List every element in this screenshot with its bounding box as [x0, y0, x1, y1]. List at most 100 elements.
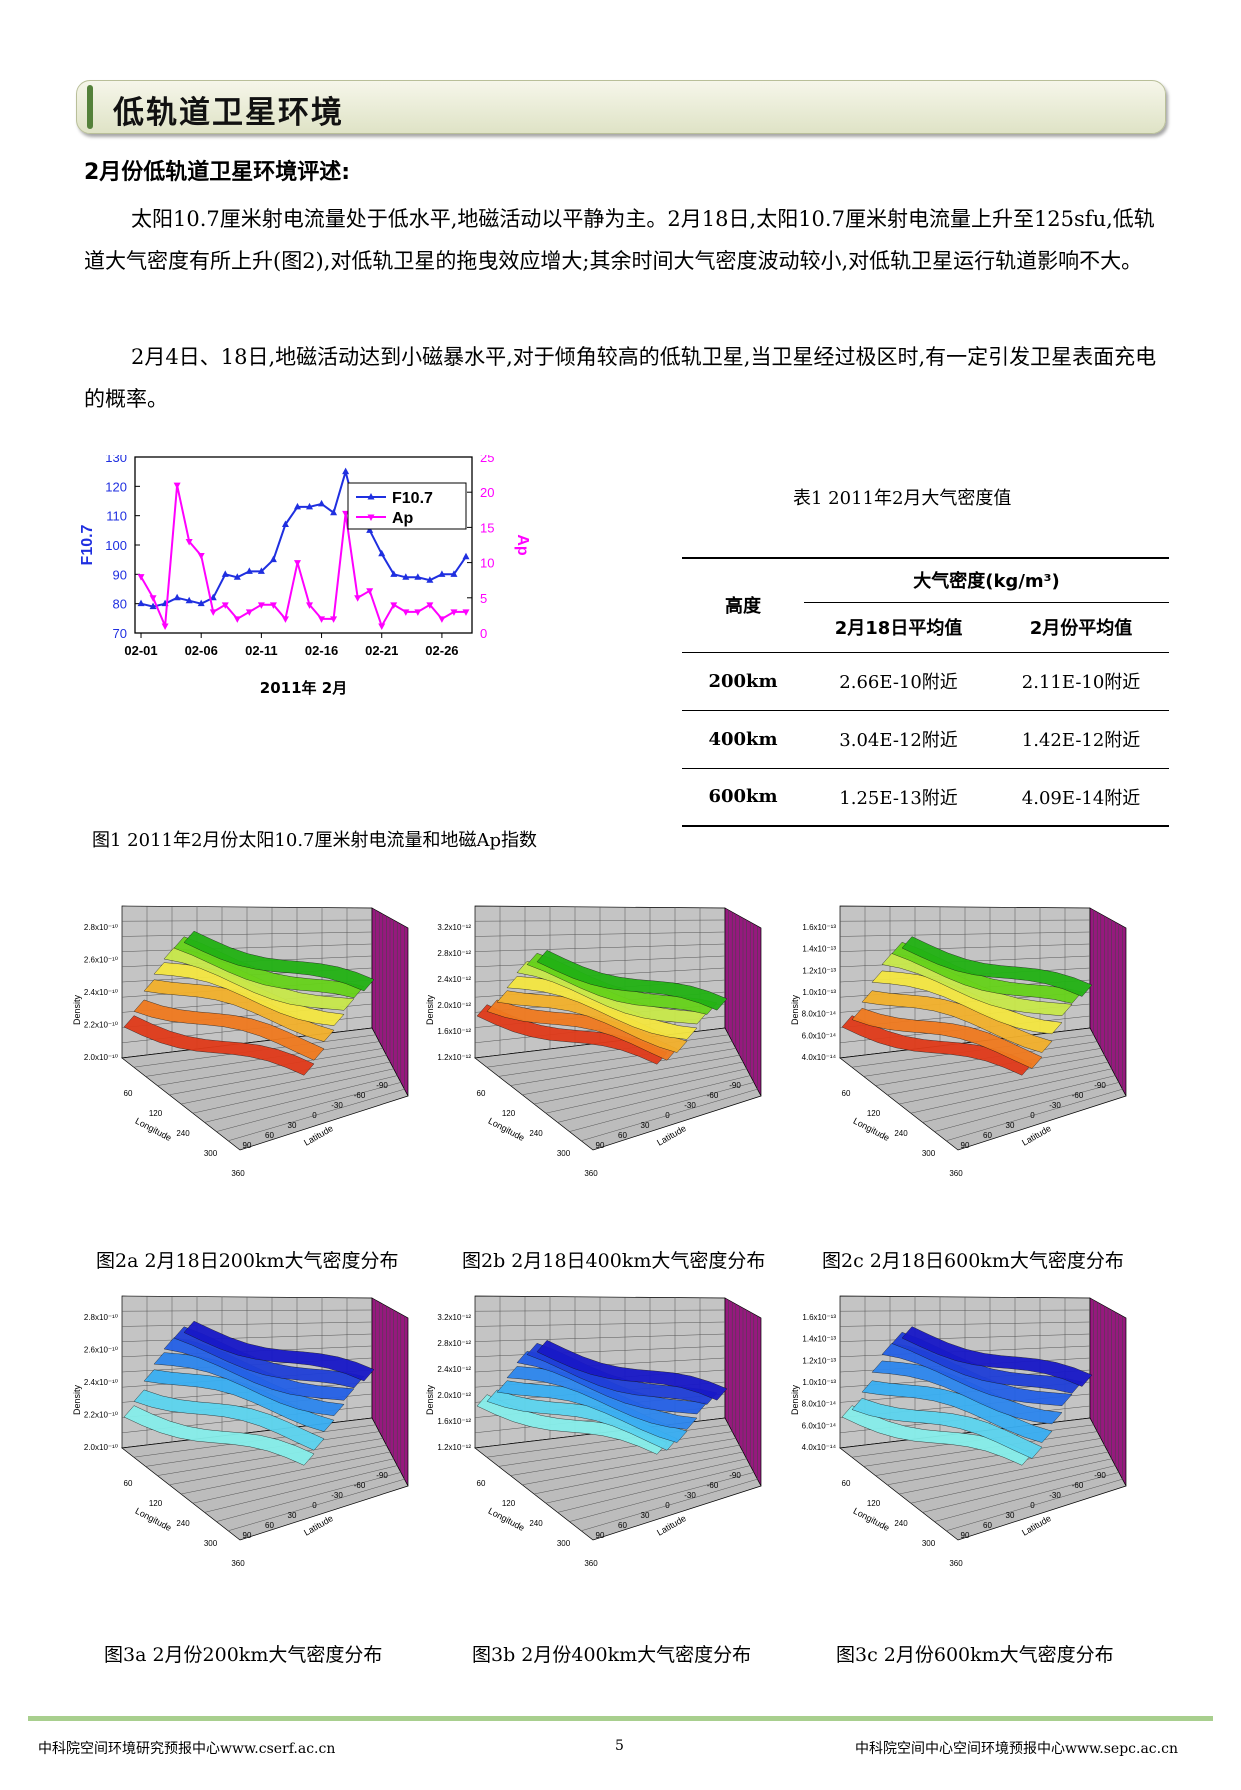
surface-band [536, 950, 728, 1011]
density-tick-label: 2.4x10⁻¹² [437, 1365, 471, 1374]
grid-line [946, 1478, 1123, 1532]
data-point-ap [402, 609, 410, 616]
right-axis-label: Ap [514, 534, 531, 556]
data-point-ap [462, 609, 470, 616]
density-tick-label: 1.4x10⁻¹³ [802, 1335, 836, 1344]
grid-line [498, 1041, 733, 1077]
x-tick-label: 02-16 [305, 643, 338, 658]
data-point-ap [221, 602, 229, 609]
surface-band [861, 1380, 1053, 1443]
density-tick-label: 4.0x10⁻¹⁴ [802, 1053, 837, 1062]
grid-line [204, 1465, 398, 1513]
grid-line [581, 1088, 758, 1142]
header-col-feb: 2月份平均值 [1029, 618, 1133, 639]
grid-line [180, 1451, 391, 1495]
latitude-tick-label: -30 [331, 1101, 343, 1110]
surface-band [486, 999, 678, 1061]
data-point-ap [378, 623, 386, 630]
data-point-ap [197, 553, 205, 560]
data-point-f107 [378, 549, 386, 557]
grid-line [545, 1068, 747, 1114]
data-point-f107 [233, 573, 241, 580]
data-point-f107 [209, 593, 217, 601]
longitude-tick-label: 300 [557, 1539, 571, 1548]
latitude-tick-label: -30 [1049, 1491, 1061, 1500]
surface-band [841, 1015, 1033, 1076]
grid-line [228, 1088, 405, 1142]
grid-line [569, 1472, 754, 1522]
header-col-feb18: 2月18日平均值 [834, 618, 963, 639]
data-point-f107 [426, 576, 434, 583]
data-point-f107 [197, 599, 205, 607]
longitude-axis-label: Longitude [487, 1506, 527, 1533]
grid-line [510, 1048, 736, 1086]
header-altitude: 高度 [682, 557, 804, 652]
grid-line [533, 1451, 744, 1495]
surface-band [143, 1369, 335, 1432]
data-point-ap [366, 588, 374, 595]
longitude-tick-label: 360 [584, 1169, 598, 1178]
data-point-f107 [462, 552, 470, 560]
grid-line [533, 1061, 744, 1105]
data-point-f107 [402, 573, 410, 580]
surface-plot-2c: 1.6x10⁻¹³ 1.4x10⁻¹³ 1.2x10⁻¹³ 1.0x10⁻¹³ 8.0x… [790, 905, 1127, 1178]
figure2c-caption: 图2c 2月18日600km大气密度分布 [822, 1250, 1124, 1272]
surface-band [123, 1015, 315, 1076]
density-tick-label: 1.4x10⁻¹³ [802, 945, 836, 954]
altitude-cell: 400km [682, 709, 804, 768]
latitude-tick-label: 0 [665, 1111, 670, 1120]
longitude-tick-label: 60 [124, 1089, 133, 1098]
altitude-cell: 600km [682, 767, 804, 827]
longitude-axis-label: Longitude [852, 1116, 892, 1143]
grid-line [486, 1034, 729, 1068]
density-tick-label: 2.4x10⁻¹² [437, 975, 471, 984]
figure2b-caption: 图2b 2月18日400km大气密度分布 [462, 1250, 766, 1272]
data-point-ap [173, 482, 181, 490]
density-tick-label: 2.8x10⁻¹⁰ [84, 923, 118, 932]
series-line-ap [140, 484, 466, 629]
surface-band [183, 930, 375, 992]
latitude-tick-label: -90 [1094, 1471, 1106, 1480]
grid-line [875, 1048, 1101, 1086]
surface-band [536, 1340, 728, 1401]
surface-band [841, 1405, 1033, 1466]
grid-line [486, 1424, 729, 1458]
longitude-tick-label: 60 [842, 1479, 851, 1488]
density-tick-label: 1.0x10⁻¹³ [802, 988, 836, 997]
grid-line [875, 1438, 1101, 1476]
density-tick-label: 2.4x10⁻¹⁰ [84, 988, 118, 997]
value-cell: 4.09E-14附近 [993, 767, 1169, 827]
data-point-f107 [281, 520, 289, 527]
data-point-f107 [330, 508, 338, 516]
density-tick-label: 4.0x10⁻¹⁴ [802, 1443, 837, 1452]
latitude-tick-label: 60 [983, 1131, 992, 1140]
longitude-tick-label: 240 [894, 1129, 908, 1138]
grid-line [887, 1054, 1105, 1096]
x-axis-label: 2011年 2月 [260, 679, 347, 697]
data-point-f107 [245, 567, 253, 574]
figure3c-caption: 图3c 2月份600km大气密度分布 [836, 1644, 1114, 1666]
latitude-tick-label: -60 [354, 1091, 366, 1100]
surface-band [133, 999, 325, 1061]
density-tick-label: 3.2x10⁻¹² [437, 923, 471, 932]
grid-line [581, 1478, 758, 1532]
data-point-ap [426, 602, 434, 609]
data-point-ap [245, 609, 253, 616]
density-axis-label: Density [425, 994, 435, 1025]
surface-plot-2b: 3.2x10⁻¹² 2.8x10⁻¹² 2.4x10⁻¹² 2.0x10⁻¹² 1.6x… [425, 905, 762, 1178]
footer-divider [28, 1716, 1213, 1721]
grid-line [898, 1451, 1109, 1495]
footer-right-text: 中科院空间中心空间环境预报中心www.sepc.ac.cn [855, 1741, 1178, 1757]
surface-band [183, 1320, 375, 1382]
page-number: 5 [615, 1738, 624, 1754]
data-point-ap [414, 609, 422, 616]
surface-band [476, 1394, 668, 1455]
data-point-f107 [269, 555, 277, 563]
longitude-tick-label: 300 [922, 1539, 936, 1548]
density-axis-label: Density [72, 994, 82, 1025]
left-tick-label: 70 [113, 626, 127, 641]
surface-band [861, 990, 1053, 1053]
data-point-ap [137, 574, 145, 581]
density-tick-label: 1.6x10⁻¹² [437, 1027, 471, 1036]
latitude-tick-label: -90 [376, 1471, 388, 1480]
